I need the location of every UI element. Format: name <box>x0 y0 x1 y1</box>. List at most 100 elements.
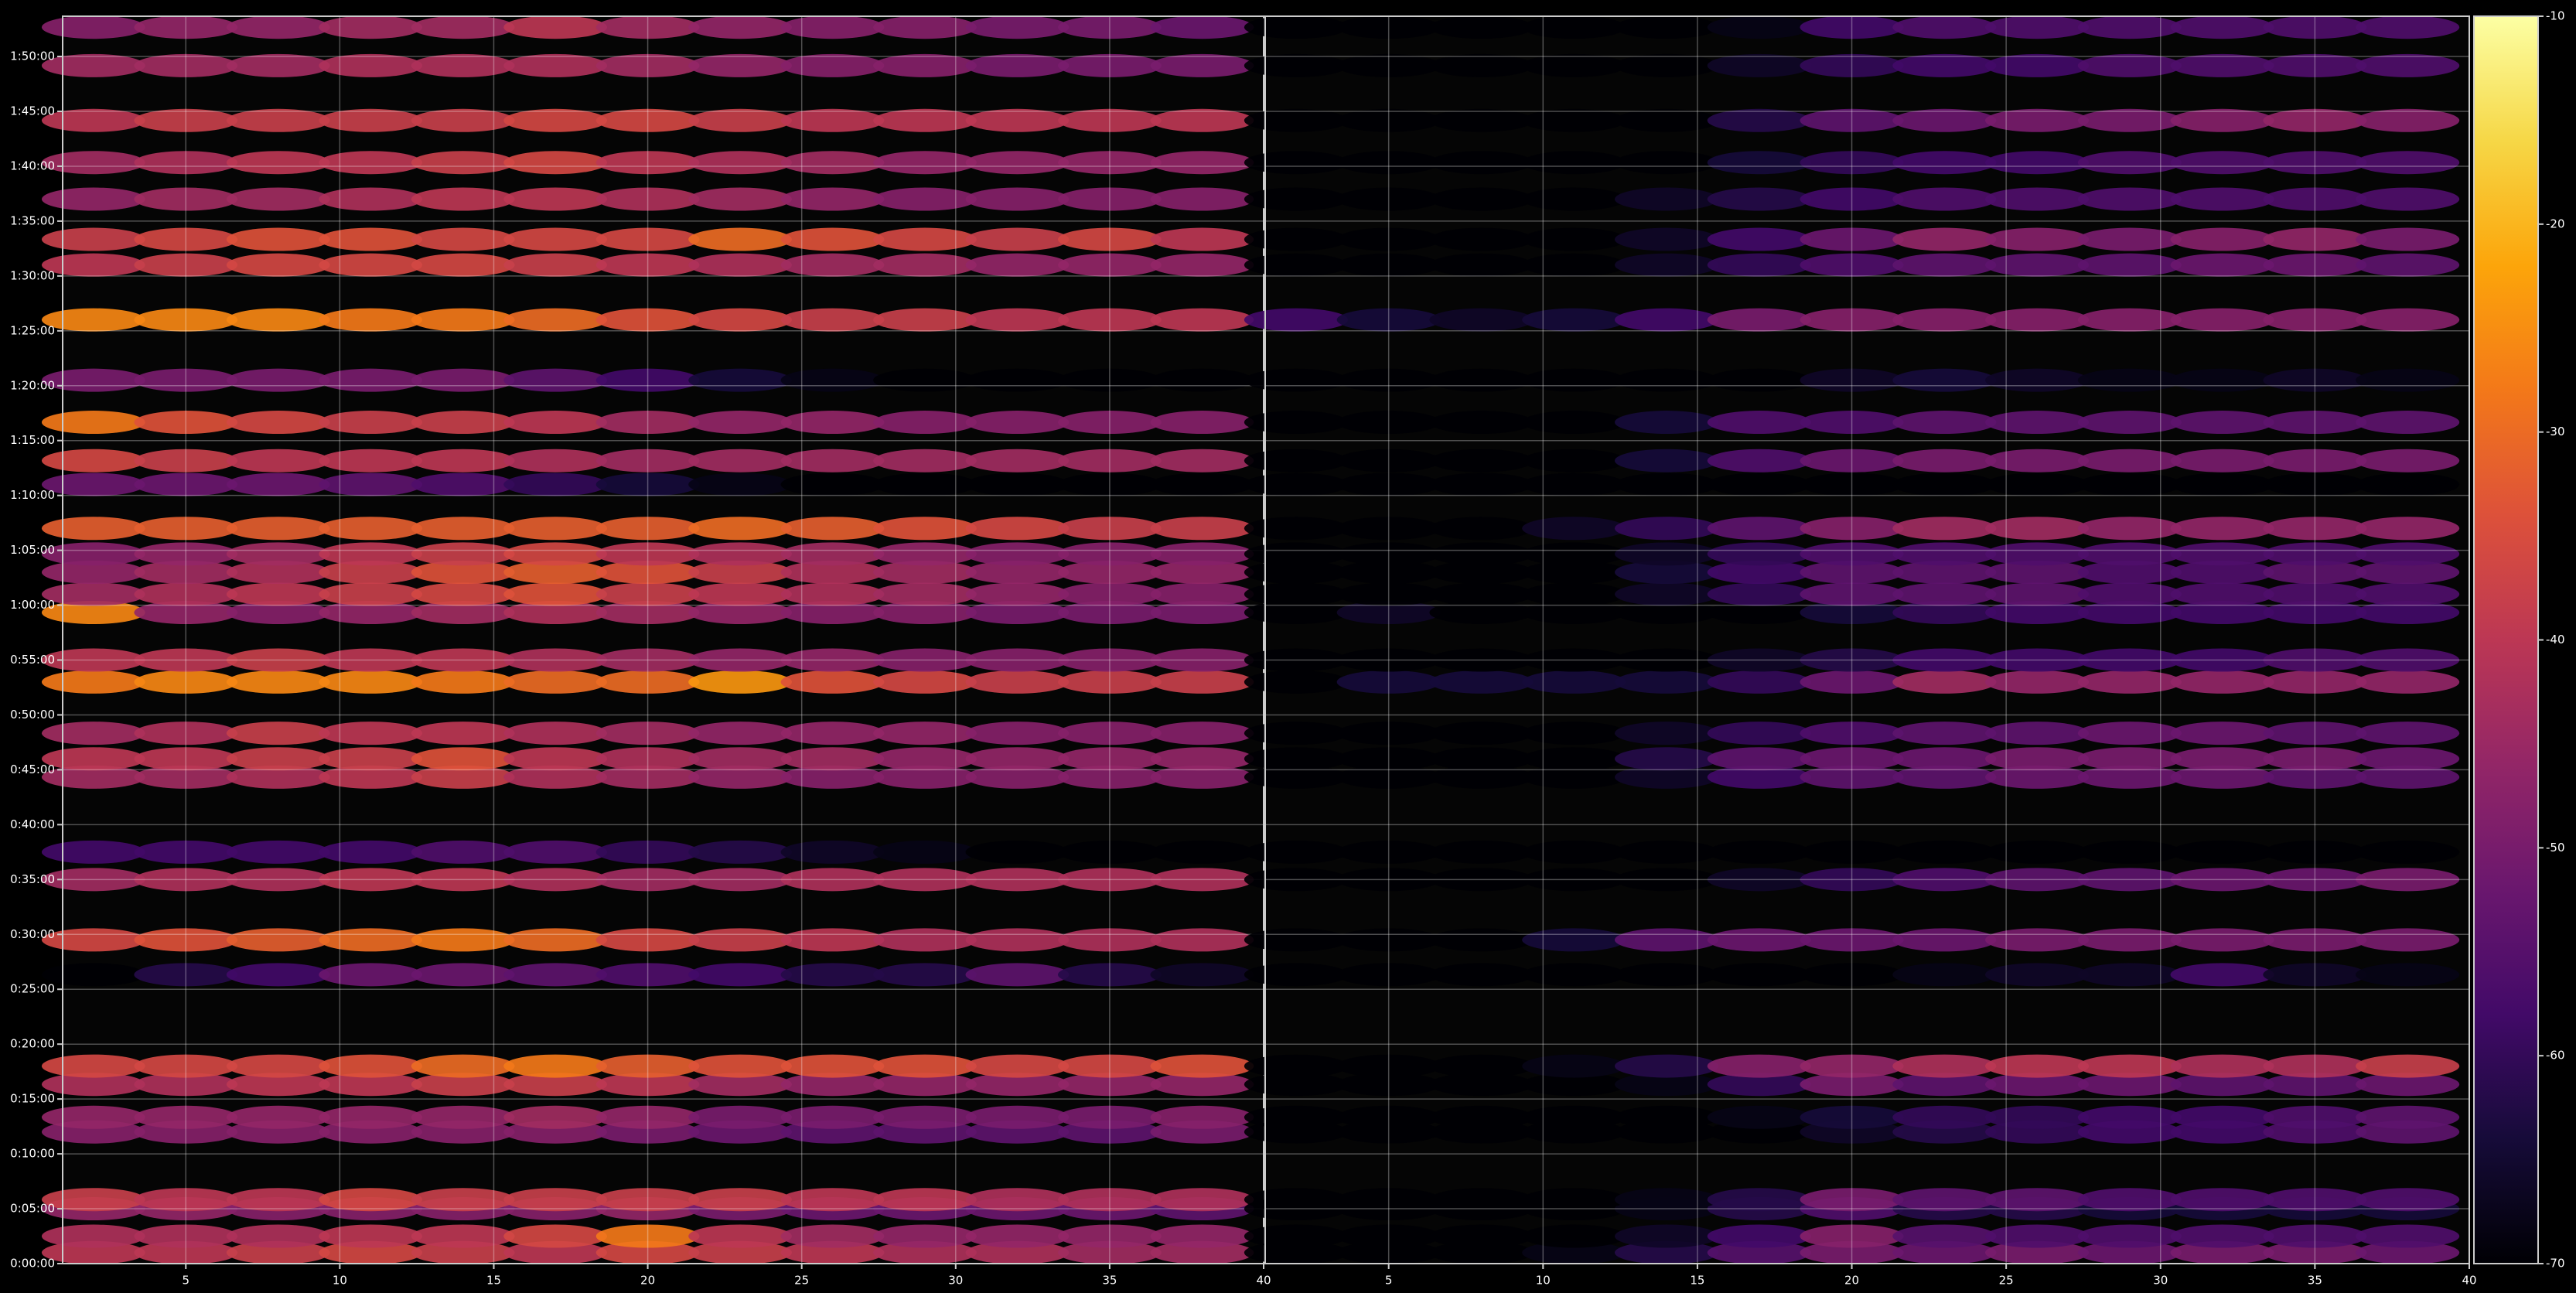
heat-cell <box>2263 449 2367 473</box>
heat-cell <box>2170 108 2274 132</box>
heat-cell <box>1985 517 2090 541</box>
heat-cell <box>2170 473 2274 496</box>
heat-cell <box>1150 963 1254 987</box>
heat-cell <box>1892 648 1997 672</box>
heat-cell <box>1429 473 1534 496</box>
heat-cell <box>411 1240 515 1264</box>
heat-cell <box>319 1073 423 1097</box>
heat-cell <box>2356 582 2460 606</box>
heat-cell <box>873 1054 977 1078</box>
heat-cell <box>780 15 885 39</box>
heat-cell <box>1800 449 1904 473</box>
heat-cell <box>503 928 608 952</box>
heat-cell <box>411 648 515 672</box>
heat-cell <box>1150 253 1254 277</box>
heat-cell <box>1800 765 1904 789</box>
heat-cell <box>2263 1188 2367 1212</box>
y-tick-label: 1:20:00 <box>10 378 55 392</box>
heat-cell <box>1985 747 2090 771</box>
heat-cell <box>595 411 700 435</box>
heat-cell <box>319 582 423 606</box>
heat-cell <box>1244 368 1348 392</box>
heat-cell <box>134 473 238 496</box>
x-tick-label: 30 <box>2153 1274 2168 1288</box>
heat-cell <box>2356 253 2460 277</box>
heat-cell <box>319 840 423 864</box>
heat-cell <box>319 1240 423 1264</box>
heat-cell <box>1057 963 1162 987</box>
heat-cell <box>2170 868 2274 892</box>
heat-cell <box>1614 151 1719 175</box>
heat-cell <box>1522 648 1626 672</box>
heat-cell <box>411 765 515 789</box>
heat-cell <box>1150 1105 1254 1129</box>
heat-cell <box>1150 582 1254 606</box>
heat-cell <box>595 151 700 175</box>
heat-cell <box>1892 449 1997 473</box>
heat-cell <box>1522 53 1626 77</box>
heat-cell <box>780 670 885 694</box>
heat-cell <box>595 582 700 606</box>
heat-cell <box>503 1073 608 1097</box>
heat-cell <box>1150 108 1254 132</box>
heat-cell <box>595 840 700 864</box>
heat-cell <box>965 411 1070 435</box>
heat-cell <box>134 108 238 132</box>
heat-cell <box>1244 253 1348 277</box>
heat-cell <box>965 601 1070 625</box>
heat-cell <box>134 308 238 332</box>
heat-cell <box>1429 1054 1534 1078</box>
heat-cell <box>1429 928 1534 952</box>
heat-cell <box>688 411 792 435</box>
heat-cell <box>2077 560 2182 584</box>
heat-cell <box>1150 449 1254 473</box>
heat-cell <box>595 15 700 39</box>
heat-cell <box>2263 670 2367 694</box>
heat-cell <box>688 308 792 332</box>
y-tick-label: 0:55:00 <box>10 653 55 667</box>
heat-cell <box>411 449 515 473</box>
heat-cell <box>2170 308 2274 332</box>
heat-cell <box>1429 1073 1534 1097</box>
heat-cell <box>1429 840 1534 864</box>
heat-cell <box>780 151 885 175</box>
heat-cell <box>2356 868 2460 892</box>
heat-cell <box>965 542 1070 566</box>
heat-cell <box>1150 187 1254 211</box>
heat-cell <box>965 473 1070 496</box>
heat-cell <box>134 601 238 625</box>
heat-cell <box>2263 722 2367 745</box>
heat-cell <box>1800 1054 1904 1078</box>
y-tick-label: 1:15:00 <box>10 433 55 447</box>
heat-cell <box>411 722 515 745</box>
heat-cell <box>1614 1054 1719 1078</box>
heat-cell <box>1800 963 1904 987</box>
heat-cell <box>2077 670 2182 694</box>
heat-cell <box>134 53 238 77</box>
heat-cell <box>503 601 608 625</box>
heat-cell <box>1522 1188 1626 1212</box>
heat-cell <box>1892 368 1997 392</box>
heat-cell <box>1985 670 2090 694</box>
heat-cell <box>1707 151 1811 175</box>
x-tick-label: 40 <box>1256 1274 1271 1288</box>
heat-cell <box>1336 601 1441 625</box>
heat-cell <box>595 601 700 625</box>
heat-cell <box>1707 108 1811 132</box>
x-tick-label: 10 <box>1536 1274 1551 1288</box>
heat-cell <box>1614 560 1719 584</box>
heat-cell <box>2356 15 2460 39</box>
heat-cell <box>2077 963 2182 987</box>
heat-cell <box>595 368 700 392</box>
heat-cell <box>965 1240 1070 1264</box>
heat-cell <box>411 928 515 952</box>
heat-cell <box>2170 187 2274 211</box>
heat-cell <box>1150 308 1254 332</box>
heat-cell <box>1522 765 1626 789</box>
heat-cell <box>1800 1224 1904 1248</box>
heat-cell <box>2356 1188 2460 1212</box>
heat-cell <box>965 1054 1070 1078</box>
heat-cell <box>41 1188 145 1212</box>
heat-cell <box>1522 840 1626 864</box>
heat-cell <box>2077 15 2182 39</box>
